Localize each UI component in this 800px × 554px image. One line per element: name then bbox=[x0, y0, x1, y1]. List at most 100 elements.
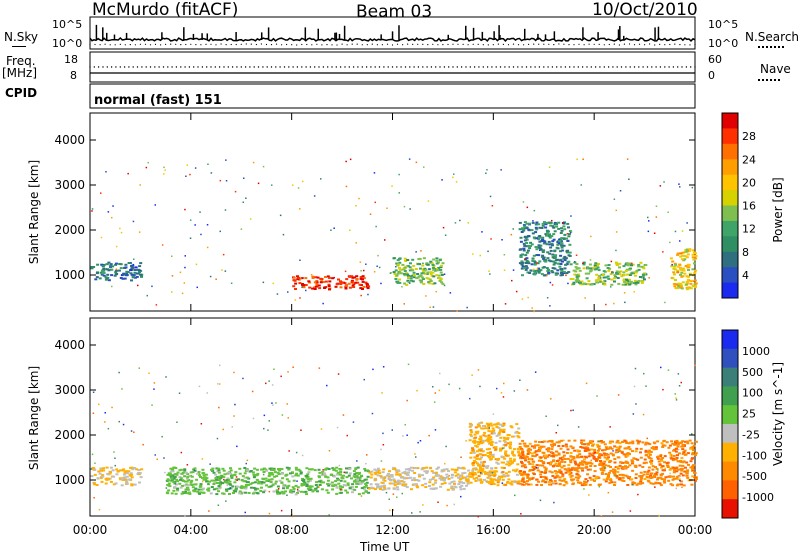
heatmap-speck bbox=[262, 473, 265, 476]
heatmap-cell bbox=[101, 270, 104, 272]
heatmap-speck bbox=[164, 169, 166, 171]
heatmap-cell bbox=[416, 263, 420, 266]
heatmap-cell bbox=[580, 455, 584, 458]
heatmap-speck bbox=[132, 263, 135, 266]
heatmap-cell bbox=[481, 439, 485, 442]
heatmap-speck bbox=[189, 219, 192, 221]
heatmap-cell bbox=[178, 476, 182, 478]
heatmap-speck bbox=[655, 205, 658, 207]
heatmap-cell bbox=[416, 486, 420, 489]
heatmap-cell bbox=[604, 473, 608, 475]
nsearch-dot bbox=[351, 43, 353, 45]
heatmap-cell bbox=[617, 271, 621, 274]
heatmap-speck bbox=[607, 491, 610, 494]
heatmap-speck bbox=[328, 514, 330, 516]
heatmap-cell bbox=[475, 450, 479, 453]
heatmap-speck bbox=[201, 480, 204, 483]
heatmap-cell bbox=[494, 458, 498, 461]
heatmap-cell bbox=[519, 254, 523, 257]
heatmap-cell bbox=[98, 277, 102, 280]
heatmap-cell bbox=[694, 257, 698, 260]
heatmap-cell bbox=[125, 274, 129, 277]
heatmap-cell bbox=[294, 484, 298, 487]
heatmap-cell bbox=[292, 276, 296, 279]
heatmap-cell bbox=[688, 248, 692, 251]
heatmap-speck bbox=[386, 207, 388, 209]
heatmap-cell bbox=[674, 287, 678, 290]
heatmap-cell bbox=[651, 482, 655, 485]
heatmap-speck bbox=[600, 515, 603, 517]
heatmap-cell bbox=[165, 491, 169, 494]
heatmap-cell bbox=[351, 276, 355, 279]
heatmap-cell bbox=[573, 467, 577, 470]
heatmap-cell bbox=[563, 461, 567, 463]
heatmap-cell bbox=[308, 286, 312, 289]
heatmap-speck bbox=[611, 271, 613, 273]
heatmap-cell bbox=[679, 284, 683, 287]
heatmap-cell bbox=[579, 446, 583, 448]
heatmap-cell bbox=[234, 471, 238, 474]
heatmap-cell bbox=[133, 269, 137, 271]
heatmap-cell bbox=[564, 480, 568, 483]
heatmap-speck bbox=[460, 456, 462, 458]
nave-dot bbox=[638, 66, 640, 68]
heatmap-speck bbox=[678, 476, 681, 478]
heatmap-speck bbox=[455, 181, 458, 183]
heatmap-cell bbox=[429, 271, 433, 274]
heatmap-cell bbox=[537, 254, 541, 257]
heatmap-cell bbox=[480, 421, 484, 424]
heatmap-cell bbox=[215, 467, 219, 470]
heatmap-cell bbox=[282, 487, 285, 490]
heatmap-cell bbox=[579, 461, 582, 464]
heatmap-cell bbox=[635, 447, 639, 450]
nave-dot bbox=[231, 66, 234, 68]
heatmap-cell bbox=[527, 262, 531, 265]
heatmap-speck bbox=[422, 262, 424, 265]
heatmap-cell bbox=[313, 489, 317, 492]
heatmap-cell bbox=[548, 481, 551, 483]
heatmap-speck bbox=[369, 213, 372, 215]
heatmap-cell bbox=[381, 471, 385, 474]
heatmap-cell bbox=[521, 228, 525, 231]
heatmap-cell bbox=[294, 474, 298, 477]
heatmap-cell bbox=[421, 484, 425, 487]
heatmap-cell bbox=[584, 478, 588, 481]
heatmap-cell bbox=[629, 280, 633, 283]
heatmap-cell bbox=[668, 468, 672, 471]
heatmap-cell bbox=[519, 472, 522, 475]
heatmap-cell bbox=[542, 445, 546, 448]
heatmap-cell bbox=[479, 435, 483, 438]
heatmap-cell bbox=[516, 482, 520, 485]
nave-dot bbox=[620, 66, 623, 68]
heatmap-speck bbox=[380, 282, 382, 285]
heatmap-cell bbox=[233, 474, 237, 477]
heatmap-cell bbox=[434, 481, 437, 484]
colorbar-tick-label: 1000 bbox=[742, 345, 770, 358]
heatmap-cell bbox=[262, 467, 266, 470]
nave-dot bbox=[599, 66, 601, 68]
heatmap-cell bbox=[604, 264, 608, 267]
heatmap-cell bbox=[292, 490, 296, 493]
heatmap-cell bbox=[361, 280, 365, 283]
heatmap-cell bbox=[585, 277, 589, 280]
heatmap-cell bbox=[676, 265, 680, 268]
heatmap-cell bbox=[119, 469, 123, 472]
heatmap-cell bbox=[691, 451, 695, 454]
heatmap-cell bbox=[661, 472, 665, 475]
heatmap-cell bbox=[326, 491, 330, 494]
heatmap-cell bbox=[399, 272, 403, 275]
heatmap-cell bbox=[479, 438, 483, 441]
heatmap-cell bbox=[504, 453, 508, 456]
heatmap-cell bbox=[546, 270, 550, 272]
heatmap-speck bbox=[127, 172, 129, 175]
heatmap-cell bbox=[330, 481, 334, 484]
heatmap-speck bbox=[189, 237, 192, 239]
heatmap-cell bbox=[675, 457, 679, 459]
heatmap-cell bbox=[638, 440, 642, 443]
x-tick-label: 16:00 bbox=[476, 523, 511, 537]
nsearch-dot bbox=[265, 43, 268, 46]
heatmap-cell bbox=[102, 267, 106, 270]
nave-dot bbox=[651, 66, 653, 68]
heatmap-cell bbox=[426, 263, 430, 266]
heatmap-cell bbox=[130, 279, 133, 282]
